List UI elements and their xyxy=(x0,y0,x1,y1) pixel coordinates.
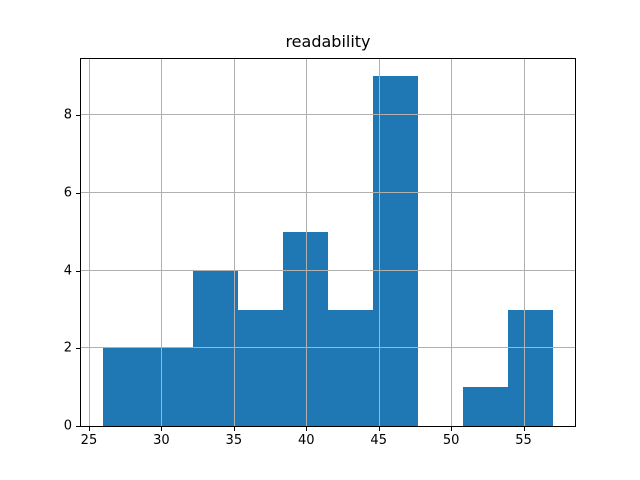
x-tick-mark xyxy=(233,427,235,431)
plot-area xyxy=(80,58,576,427)
x-tick-mark xyxy=(161,427,163,431)
y-tick-mark xyxy=(76,115,80,117)
histogram-bar xyxy=(462,387,508,426)
y-tick-label: 2 xyxy=(63,340,72,356)
x-gridline xyxy=(88,59,90,426)
histogram-bar xyxy=(283,231,328,426)
y-gridline xyxy=(81,191,575,193)
histogram-bar xyxy=(328,309,373,426)
x-tick-label: 55 xyxy=(515,433,532,448)
x-tick-mark xyxy=(88,427,90,431)
x-gridline xyxy=(161,59,163,426)
x-gridline xyxy=(451,59,453,426)
y-tick-label: 6 xyxy=(63,185,72,201)
x-tick-label: 25 xyxy=(80,433,98,448)
histogram-bar xyxy=(507,309,553,426)
x-tick-label: 30 xyxy=(153,433,170,448)
histogram-bar xyxy=(148,348,194,426)
x-tick-mark xyxy=(523,427,525,431)
x-tick-mark xyxy=(378,427,380,431)
chart-title: readability xyxy=(285,32,371,51)
x-tick-label: 35 xyxy=(225,433,243,448)
histogram-bar xyxy=(193,270,239,426)
y-gridline xyxy=(81,114,575,116)
x-gridline xyxy=(378,59,380,426)
y-tick-label: 4 xyxy=(63,263,72,279)
y-tick-mark xyxy=(76,192,80,194)
x-tick-label: 50 xyxy=(442,433,460,448)
x-tick-mark xyxy=(451,427,453,431)
y-tick-label: 8 xyxy=(63,107,72,123)
x-tick-label: 45 xyxy=(370,433,387,448)
x-gridline xyxy=(523,59,525,426)
histogram-bar xyxy=(372,76,418,426)
y-tick-label: 0 xyxy=(63,418,72,434)
x-tick-label: 40 xyxy=(297,433,315,448)
x-gridline xyxy=(233,59,235,426)
x-tick-mark xyxy=(306,427,308,431)
x-gridline xyxy=(306,59,308,426)
histogram-bar xyxy=(238,309,284,426)
histogram-bar xyxy=(103,348,149,426)
y-tick-mark xyxy=(76,348,80,350)
y-gridline xyxy=(81,269,575,271)
y-gridline xyxy=(81,347,575,349)
y-tick-mark xyxy=(76,426,80,427)
y-tick-mark xyxy=(76,270,80,272)
